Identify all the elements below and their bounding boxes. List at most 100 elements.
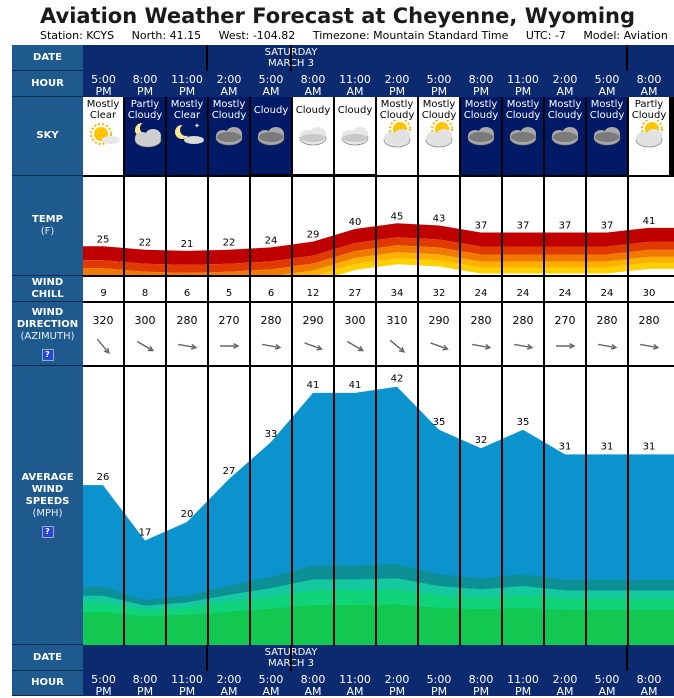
hour-cell: 8:00 PM (124, 74, 166, 98)
hour-cell: 11:00 AM (334, 74, 376, 98)
sky-condition: Mostly (548, 99, 582, 110)
sky-condition: Mostly (464, 99, 498, 110)
grid-line (627, 97, 629, 645)
hour-time: 2:00 (384, 73, 410, 86)
wind-azimuth: 280 (471, 314, 492, 327)
wind-arrow-icon (556, 342, 576, 350)
hour-time: 5:00 (426, 73, 452, 86)
hour-cell: 5:00 PM (83, 74, 124, 98)
temp-value: 43 (433, 214, 446, 225)
wind-azimuth: 280 (597, 314, 618, 327)
temp-value: 40 (349, 217, 362, 228)
grid-line (83, 301, 674, 303)
wind-azimuth: 300 (345, 314, 366, 327)
sky-cell: Partly Cloudy (629, 97, 669, 176)
grid-line (375, 97, 377, 645)
hour-time: 5:00 (258, 73, 284, 86)
sky-cell: Mostly Cloudy (377, 97, 417, 176)
hour-time: 8:00 (636, 73, 662, 86)
station-info: Station: KCYS North: 41.15 West: -104.82… (40, 29, 674, 42)
sky-condition: Cloudy (337, 105, 373, 116)
wind-speed-value: 31 (601, 441, 614, 452)
hour-ampm: PM (430, 685, 448, 698)
temp-value: 22 (223, 238, 236, 249)
help-icon[interactable]: ? (41, 348, 54, 361)
temp-value: 24 (265, 235, 278, 246)
hour-time: 11:00 (339, 673, 371, 686)
hour-cell: 5:00 AM (586, 74, 628, 98)
help-icon[interactable]: ? (41, 526, 54, 538)
wind-azimuth: 270 (219, 314, 240, 327)
temp-band-layer (83, 223, 674, 265)
sun-cloud-icon (635, 120, 663, 148)
hour-time: 8:00 (468, 73, 494, 86)
grid-line (206, 645, 208, 671)
hour-ampm: AM (640, 85, 658, 98)
wind-azimuth: 280 (513, 314, 534, 327)
temp-band-layer (83, 245, 674, 276)
wind-chill-value: 12 (306, 288, 320, 299)
hour-time: 5:00 (426, 673, 452, 686)
hour-ampm: AM (220, 685, 238, 698)
wind-azimuth: 310 (387, 314, 408, 327)
wind-chill-value: 5 (225, 288, 233, 299)
grid-line (290, 45, 292, 71)
cloud-night-icon (593, 127, 621, 146)
hour-time: 8:00 (132, 673, 158, 686)
wind-chill-label: WIND CHILL (12, 276, 83, 302)
sky-cell: Mostly Cloudy (209, 97, 249, 176)
hour-cell: 8:00 PM (460, 74, 502, 98)
grid-line (291, 97, 293, 645)
sky-condition: Cloudy (379, 110, 415, 121)
date-row: SATURDAYMARCH 3 (83, 45, 674, 71)
hour-ampm: PM (178, 85, 196, 98)
temp-band-layer (315, 258, 674, 276)
sky-condition: Cloudy (505, 110, 541, 121)
grid-line (249, 97, 251, 645)
grid-line (290, 645, 292, 671)
wind-arrow-icon (304, 342, 323, 351)
wind-arrow-icon (472, 343, 492, 350)
hour-time: 8:00 (300, 73, 326, 86)
wind-speed-value: 20 (181, 509, 194, 520)
hour-time: 2:00 (216, 673, 242, 686)
wind-arrow-icon (136, 340, 155, 352)
wind-chill-value: 9 (100, 288, 107, 299)
wind-chill-row: 9 8 6 5 6 12 27 34 32 24 24 24 24 30 (83, 276, 674, 302)
wind-azimuth: 270 (555, 314, 576, 327)
wind-arrow-icon (178, 343, 198, 350)
hour-time: 11:00 (507, 673, 539, 686)
wind-azimuth: 280 (639, 314, 660, 327)
hour-ampm: AM (556, 85, 574, 98)
sky-cell: Mostly Clear ✦ (167, 97, 207, 176)
temp-value: 37 (475, 220, 488, 231)
grid-line (417, 97, 419, 645)
wind-chill-value: 24 (474, 288, 488, 299)
sky-condition: Cloudy (211, 110, 247, 121)
sky-cell: Cloudy (293, 97, 333, 174)
grid-line (165, 97, 167, 645)
wind-chill-value: 24 (558, 288, 572, 299)
hour-ampm: AM (598, 85, 616, 98)
sky-condition: Cloudy (463, 110, 499, 121)
temp-value: 29 (307, 230, 320, 241)
wind-arrow-icon (430, 342, 449, 351)
wind-speed-value: 31 (643, 441, 656, 452)
hour-time: 5:00 (594, 673, 620, 686)
wind-azimuth: 300 (135, 314, 156, 327)
wind-chill-value: 8 (141, 288, 149, 299)
hour-time: 8:00 (636, 673, 662, 686)
temperature-graph: 25 22 21 22 24 29 40 45 43 37 37 37 37 41 (83, 211, 674, 276)
longitude: West: -104.82 (218, 29, 296, 42)
sky-condition: Mostly (212, 99, 246, 110)
wind-arrow-icon (514, 343, 534, 350)
cloud-night-icon (467, 127, 495, 146)
hour-cell: 5:00 PM (83, 674, 124, 698)
sky-condition: Cloudy (631, 110, 667, 121)
sky-cell: Mostly Cloudy (503, 97, 543, 176)
sky-condition: Mostly (590, 99, 624, 110)
hour-time: 5:00 (91, 73, 116, 86)
grid-line (83, 365, 674, 367)
sky-condition: Clear (89, 110, 117, 121)
grid-line (626, 645, 628, 671)
